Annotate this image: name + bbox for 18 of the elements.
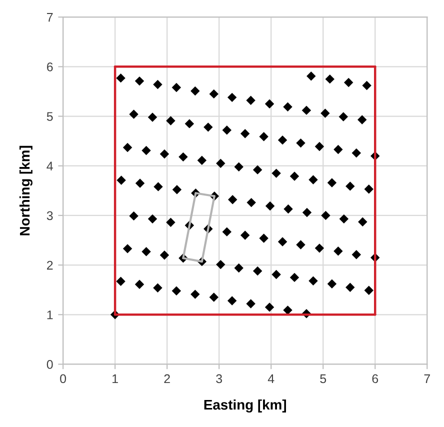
y-tick-label: 6	[47, 62, 53, 72]
x-tick-label: 5	[320, 374, 326, 384]
y-tick-label: 2	[47, 260, 53, 270]
x-tick-label: 3	[216, 374, 222, 384]
y-tick-label: 5	[46, 112, 53, 121]
x-tick-label: 7	[424, 374, 430, 384]
x-tick-label: 0	[60, 374, 66, 384]
y-tick-label: 1	[47, 310, 53, 320]
y-tick-label: 7	[47, 13, 53, 22]
x-tick-label: 4	[268, 374, 274, 384]
x-tick-label: 1	[112, 374, 118, 384]
y-axis-title: Northing [km]	[19, 146, 32, 236]
x-tick-label: 2	[164, 374, 170, 384]
x-axis-title: Easting [km]	[204, 399, 286, 412]
y-tick-label: 4	[46, 162, 53, 170]
y-tick-label: 0	[46, 360, 53, 369]
x-tick-label: 6	[372, 374, 378, 384]
y-tick-label: 3	[46, 211, 53, 220]
